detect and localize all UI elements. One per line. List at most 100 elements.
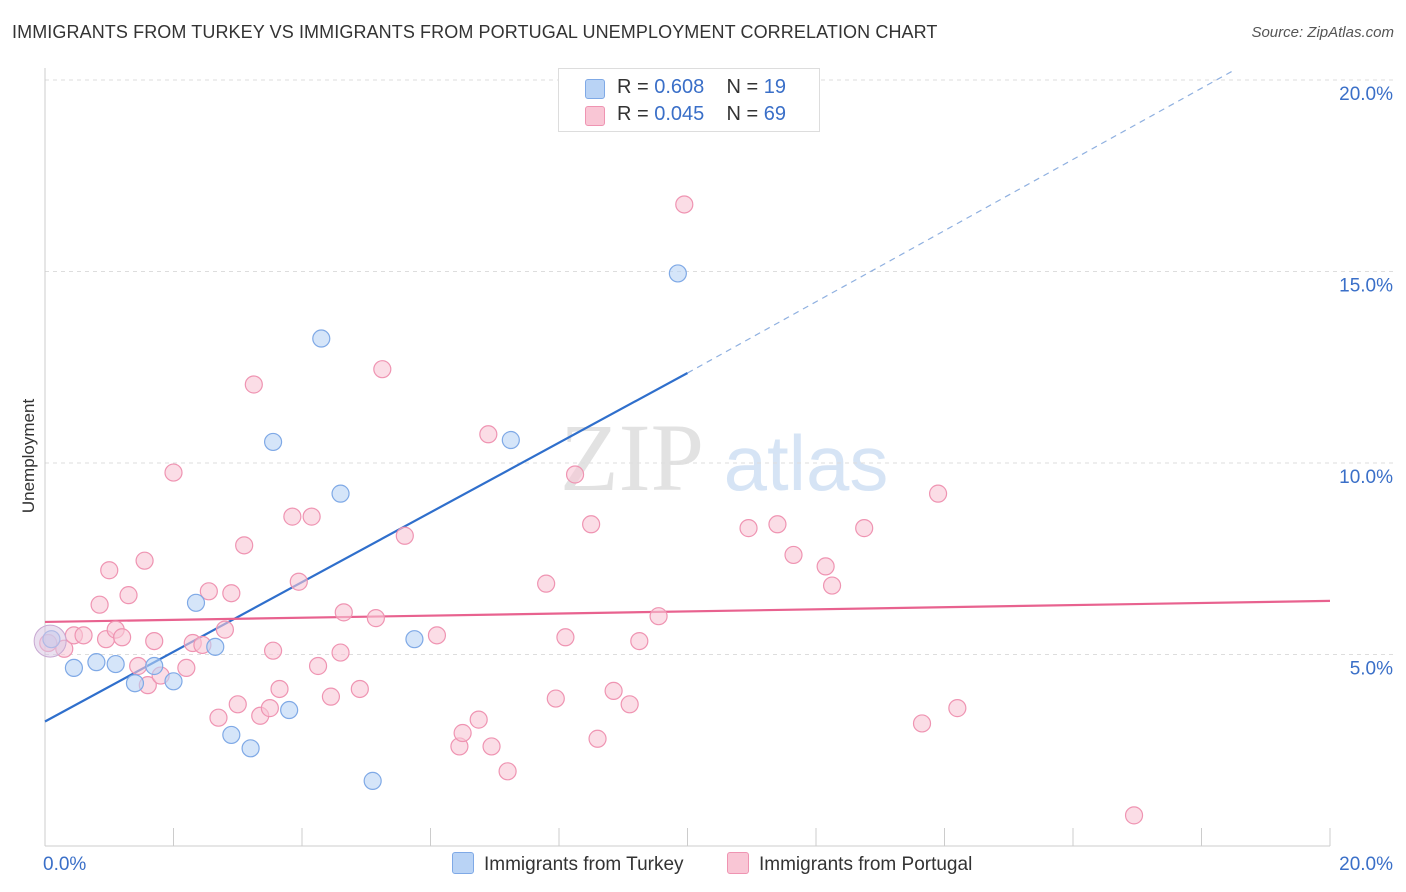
point-portugal — [784, 545, 803, 565]
point-portugal — [1124, 806, 1144, 825]
y-axis-label: Unemployment — [19, 399, 38, 514]
point-portugal — [209, 708, 228, 727]
point-portugal — [112, 628, 132, 647]
point-portugal — [235, 536, 254, 555]
r-value-turkey: 0.608 — [654, 76, 705, 98]
point-portugal — [855, 519, 874, 538]
point-portugal — [928, 484, 948, 503]
point-portugal — [177, 658, 196, 678]
correlation-legend: R = 0.608 N = 19 R = 0.045 N = 69 — [558, 68, 820, 132]
y-tick-label: 10.0% — [1339, 467, 1393, 488]
point-cluster — [33, 624, 67, 658]
point-portugal — [482, 737, 501, 756]
y-tick-label: 15.0% — [1339, 276, 1393, 297]
point-portugal — [373, 360, 392, 379]
point-portugal — [582, 515, 601, 534]
point-portugal — [546, 689, 565, 708]
point-portugal — [260, 699, 279, 718]
point-portugal — [620, 695, 639, 714]
point-turkey — [222, 725, 241, 745]
point-portugal — [331, 643, 350, 662]
point-portugal — [90, 595, 109, 614]
point-portugal — [604, 681, 623, 700]
legend-text-turkey: R = 0.608 N = 19 — [617, 76, 786, 99]
point-portugal — [739, 519, 758, 538]
point-portugal — [469, 710, 488, 729]
point-turkey — [87, 653, 106, 672]
legend-swatch-turkey — [585, 79, 605, 99]
watermark-zip: ZIP — [560, 404, 704, 511]
point-turkey — [64, 658, 84, 678]
point-portugal — [768, 515, 787, 534]
point-turkey — [145, 656, 164, 676]
point-portugal — [948, 699, 967, 718]
point-portugal — [649, 607, 668, 626]
r-label: R = — [617, 76, 649, 98]
y-tick-label: 20.0% — [1339, 84, 1393, 105]
y-tick-label: 5.0% — [1350, 659, 1393, 680]
point-portugal — [215, 620, 234, 639]
point-portugal — [630, 631, 649, 651]
legend-text-portugal: R = 0.045 N = 69 — [617, 103, 786, 126]
point-portugal — [74, 626, 93, 645]
point-portugal — [199, 582, 218, 601]
point-turkey — [312, 329, 331, 348]
series-name-portugal: Immigrants from Portugal — [759, 854, 973, 875]
point-turkey — [405, 630, 424, 649]
point-portugal — [283, 507, 302, 526]
point-portugal — [164, 463, 183, 482]
source-label: Source: ZipAtlas.com — [1251, 24, 1394, 41]
series-swatch-turkey — [452, 852, 474, 874]
point-portugal — [366, 609, 385, 628]
point-portugal — [119, 586, 138, 605]
point-portugal — [244, 375, 263, 394]
point-portugal — [145, 631, 164, 651]
n-value-turkey: 19 — [763, 76, 787, 98]
point-turkey — [668, 264, 687, 283]
chart-title: IMMIGRANTS FROM TURKEY VS IMMIGRANTS FRO… — [12, 22, 938, 42]
point-portugal — [334, 603, 353, 622]
point-portugal — [822, 576, 842, 595]
watermark: ZIP atlas — [560, 404, 888, 511]
point-portugal — [498, 762, 517, 781]
point-portugal — [129, 656, 148, 676]
trend-line-portugal — [44, 599, 1331, 624]
point-turkey — [263, 432, 283, 452]
point-turkey — [106, 654, 125, 674]
point-portugal — [270, 679, 289, 699]
trend-line-turkey-extension — [687, 69, 1234, 374]
series-legend-turkey: Immigrants from Turkey — [452, 852, 684, 876]
point-portugal — [556, 628, 575, 647]
point-turkey — [186, 593, 206, 612]
series-legend-portugal: Immigrants from Portugal — [727, 852, 972, 876]
point-turkey — [125, 674, 145, 693]
point-portugal — [321, 687, 341, 706]
r-label: R = — [617, 103, 649, 125]
point-turkey — [164, 672, 183, 691]
point-portugal — [350, 679, 369, 699]
point-portugal — [479, 425, 498, 444]
point-portugal — [100, 561, 119, 580]
point-portugal — [427, 626, 447, 645]
r-value-portugal: 0.045 — [654, 103, 705, 125]
n-value-portugal: 69 — [763, 103, 787, 125]
point-portugal — [263, 641, 283, 660]
point-portugal — [289, 572, 308, 591]
point-turkey — [331, 484, 350, 503]
x-tick-label: 0.0% — [43, 854, 86, 875]
legend-swatch-portugal — [585, 106, 605, 126]
point-portugal — [308, 656, 328, 676]
point-portugal — [222, 584, 241, 603]
point-turkey — [241, 739, 260, 758]
n-label: N = — [726, 76, 759, 98]
point-portugal — [453, 723, 472, 743]
point-portugal — [302, 507, 321, 526]
point-turkey — [206, 637, 225, 656]
point-portugal — [135, 551, 154, 570]
point-portugal — [675, 195, 694, 214]
n-label: N = — [726, 103, 759, 125]
point-portugal — [816, 557, 835, 576]
x-tick-label: 20.0% — [1339, 854, 1393, 875]
point-turkey — [280, 700, 299, 720]
